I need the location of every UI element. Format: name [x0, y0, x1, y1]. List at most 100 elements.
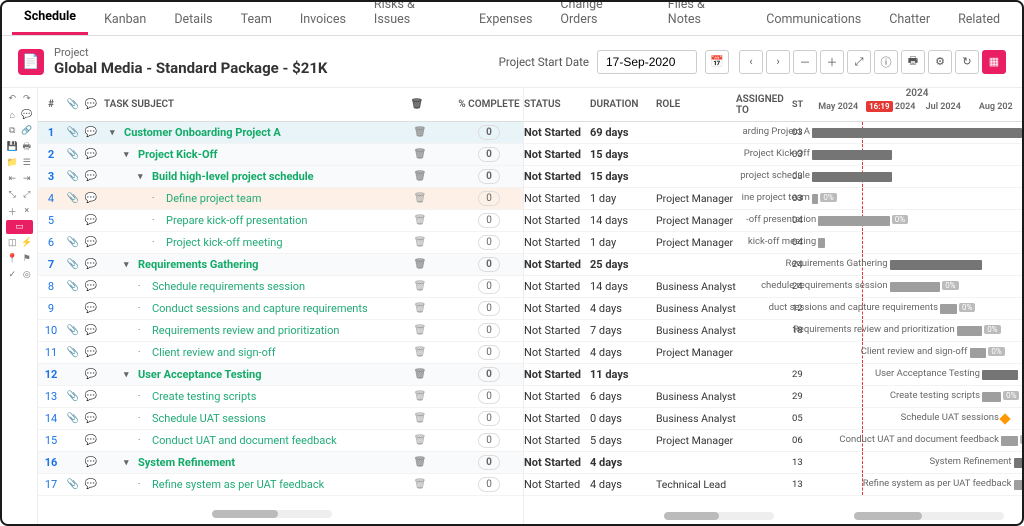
gantt-bar[interactable]	[812, 172, 892, 182]
comment-icon[interactable]: 💬	[82, 347, 100, 358]
rail-pin-icon[interactable]: 📍	[6, 252, 19, 266]
trash-icon[interactable]: 🗑	[411, 391, 429, 402]
tab-chatter[interactable]: Chatter	[877, 4, 942, 35]
h-scroll-1[interactable]	[664, 512, 774, 520]
attach-icon[interactable]: 📎	[64, 413, 82, 424]
task-row[interactable]: 4📎💬·Define project team🗑0	[38, 188, 523, 210]
col-pct[interactable]: % COMPLETE	[455, 99, 523, 110]
pct-cell[interactable]: 0	[455, 279, 523, 294]
task-subject[interactable]: ·Conduct sessions and capture requiremen…	[100, 302, 411, 315]
status-cell[interactable]: Not Started	[524, 346, 590, 359]
duration-cell[interactable]: 4 days	[590, 346, 656, 359]
next-icon[interactable]: ›	[766, 50, 790, 74]
tab-invoices[interactable]: Invoices	[288, 4, 358, 35]
task-subject[interactable]: ▾Customer Onboarding Project A	[100, 126, 411, 139]
milestone-diamond[interactable]	[999, 413, 1010, 424]
task-subject[interactable]: ·Conduct UAT and document feedback	[100, 434, 411, 447]
rail-expand-icon[interactable]: ⤢	[21, 188, 34, 202]
pct-cell[interactable]: 0	[455, 125, 523, 140]
attach-icon[interactable]: 📎	[64, 391, 82, 402]
fit-icon[interactable]: ⤢	[847, 50, 871, 74]
trash-icon[interactable]: 🗑	[411, 303, 429, 314]
role-cell[interactable]: Technical Lead	[656, 478, 736, 491]
h-scroll-2[interactable]	[854, 512, 1004, 520]
trash-icon[interactable]: 🗑	[411, 347, 429, 358]
comment-icon[interactable]: 💬	[82, 281, 100, 292]
rail-home-icon[interactable]: ⌂	[6, 108, 19, 122]
status-cell[interactable]: Not Started	[524, 192, 590, 205]
comment-icon[interactable]: 💬	[82, 149, 100, 160]
chevron-down-icon[interactable]: ▾	[110, 128, 120, 138]
gantt-bar[interactable]	[1014, 458, 1022, 468]
duration-cell[interactable]: 1 day	[590, 236, 656, 249]
role-cell[interactable]: Business Analyst	[656, 412, 736, 425]
comment-icon[interactable]: 💬	[82, 237, 100, 248]
task-subject[interactable]: ▾Project Kick-Off	[100, 148, 411, 161]
status-cell[interactable]: Not Started	[524, 236, 590, 249]
rail-list-icon[interactable]: ☰	[21, 156, 34, 170]
trash-icon[interactable]: 🗑	[411, 413, 429, 424]
task-row[interactable]: 2📎💬▾Project Kick-Off🗑0	[38, 144, 523, 166]
status-cell[interactable]: Not Started	[524, 412, 590, 425]
task-subject[interactable]: ·Refine system as per UAT feedback	[100, 478, 411, 491]
status-cell[interactable]: Not Started	[524, 126, 590, 139]
status-cell[interactable]: Not Started	[524, 148, 590, 161]
task-row[interactable]: 11📎💬·Client review and sign-off🗑0	[38, 342, 523, 364]
print-icon[interactable]: 🖶	[901, 50, 925, 74]
rail-remove-icon[interactable]: ×	[21, 204, 34, 218]
trash-icon[interactable]: 🗑	[411, 435, 429, 446]
trash-icon[interactable]: 🗑	[411, 193, 429, 204]
role-cell[interactable]: Business Analyst	[656, 280, 736, 293]
comment-icon[interactable]: 💬	[82, 259, 100, 270]
rail-save-icon[interactable]: 💾	[6, 140, 19, 154]
tab-risks-issues[interactable]: Risks & Issues	[362, 0, 463, 35]
task-subject[interactable]: ·Schedule requirements session	[100, 280, 411, 293]
h-scroll-table[interactable]	[212, 510, 332, 518]
comment-icon[interactable]: 💬	[82, 457, 100, 468]
task-row[interactable]: 5💬·Prepare kick-off presentation🗑0	[38, 210, 523, 232]
duration-cell[interactable]: 7 days	[590, 324, 656, 337]
comment-icon[interactable]: 💬	[82, 127, 100, 138]
gantt-bar[interactable]	[982, 370, 1018, 380]
tab-change-orders[interactable]: Change Orders	[548, 0, 651, 35]
rail-link-icon[interactable]: 🔗	[21, 124, 34, 138]
role-cell[interactable]: Business Analyst	[656, 390, 736, 403]
role-cell[interactable]: Project Manager	[656, 434, 736, 447]
info-icon[interactable]: ⓘ	[874, 50, 898, 74]
tab-team[interactable]: Team	[229, 4, 284, 35]
rail-split-icon[interactable]: ◫	[6, 236, 19, 250]
pct-cell[interactable]: 0	[455, 191, 523, 206]
duration-cell[interactable]: 4 days	[590, 302, 656, 315]
rail-copy-icon[interactable]: ⧉	[6, 124, 19, 138]
gantt-bar[interactable]	[970, 348, 987, 358]
comment-icon[interactable]: 💬	[82, 479, 100, 490]
rail-outdent-icon[interactable]: ⇤	[6, 172, 19, 186]
attach-icon[interactable]: 📎	[64, 149, 82, 160]
attach-icon[interactable]: 📎	[64, 127, 82, 138]
task-subject[interactable]: ·Schedule UAT sessions	[100, 412, 411, 425]
attach-icon[interactable]: 📎	[64, 281, 82, 292]
comment-icon[interactable]: 💬	[82, 193, 100, 204]
pct-cell[interactable]: 0	[455, 433, 523, 448]
task-subject[interactable]: ·Define project team	[100, 192, 411, 205]
task-row[interactable]: 3📎💬▾Build high-level project schedule🗑0	[38, 166, 523, 188]
start-date-input[interactable]	[597, 50, 697, 74]
gantt-bar[interactable]	[890, 282, 940, 292]
duration-cell[interactable]: 11 days	[590, 368, 656, 381]
attach-icon[interactable]: 📎	[64, 347, 82, 358]
pct-cell[interactable]: 0	[455, 301, 523, 316]
task-subject[interactable]: ·Project kick-off meeting	[100, 236, 411, 249]
gantt-bar[interactable]	[1001, 436, 1018, 446]
gantt-bar[interactable]	[812, 194, 818, 204]
rail-undo-icon[interactable]: ↶	[6, 92, 19, 106]
duration-cell[interactable]: 0 days	[590, 412, 656, 425]
duration-cell[interactable]: 6 days	[590, 390, 656, 403]
duration-cell[interactable]: 1 day	[590, 192, 656, 205]
pct-cell[interactable]: 0	[455, 213, 523, 228]
col-subject[interactable]: TASK SUBJECT	[100, 99, 405, 110]
attach-icon[interactable]: 📎	[64, 479, 82, 490]
chevron-down-icon[interactable]: ▾	[138, 172, 148, 182]
task-subject[interactable]: ·Create testing scripts	[100, 390, 411, 403]
comment-icon[interactable]: 💬	[82, 435, 100, 446]
duration-cell[interactable]: 5 days	[590, 434, 656, 447]
